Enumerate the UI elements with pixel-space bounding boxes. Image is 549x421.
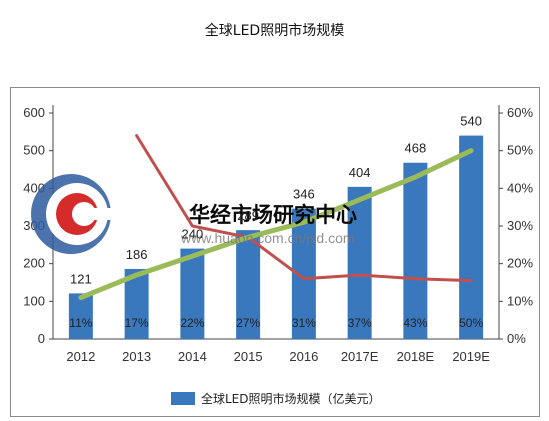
axes-group: 01002003004005006000%10%20%30%40%50%60%2… <box>23 105 533 364</box>
bar-value-label: 404 <box>349 165 371 180</box>
x-tick-label: 2016 <box>289 349 318 364</box>
y-left-tick-label: 500 <box>23 143 45 158</box>
x-tick-label: 2019E <box>452 349 490 364</box>
labels-group: 121 186 240 289 346 404 468 540 11% 17% 22% 27% 31% 3… <box>69 114 483 330</box>
x-tick-label: 2018E <box>397 349 435 364</box>
bar <box>347 186 372 339</box>
bar-value-label: 468 <box>405 141 427 156</box>
page-title: 全球LED照明市场规模 <box>204 23 345 39</box>
y-right-tick-label: 10% <box>507 293 533 308</box>
y-right-tick-label: 60% <box>507 105 533 120</box>
growth-line <box>78 148 474 301</box>
chart-svg: 01002003004005006000%10%20%30%40%50%60%2… <box>23 105 533 406</box>
y-left-tick-label: 600 <box>23 105 45 120</box>
bar-value-label: 121 <box>70 271 92 286</box>
bar-value-label: 346 <box>293 187 315 202</box>
y-left-tick-label: 0 <box>38 331 45 346</box>
bar-value-label: 240 <box>182 227 204 242</box>
x-tick-label: 2017E <box>341 349 379 364</box>
percent-label: 31% <box>292 316 316 330</box>
bar <box>236 230 261 339</box>
percent-label: 22% <box>180 316 204 330</box>
bar <box>68 293 93 339</box>
bar <box>180 248 205 339</box>
watermark-name: 华经市场研究中心 <box>189 203 357 227</box>
percent-label: 11% <box>69 316 92 330</box>
watermark-url: www.huaon.com.cn/jsd.com <box>180 230 355 246</box>
y-right-tick-label: 50% <box>507 143 533 158</box>
y-right-tick-label: 30% <box>507 218 533 233</box>
percent-label: 43% <box>403 316 427 330</box>
lines-group <box>78 134 474 301</box>
bar-value-label: 289 <box>237 208 259 223</box>
percent-label: 17% <box>125 316 149 330</box>
watermark-group: 华经市场研究中心 www.huaon.com.cn/jsd.com <box>31 174 357 254</box>
chart-frame: 01002003004005006000%10%20%30%40%50%60%2… <box>10 87 540 417</box>
bar-value-label: 186 <box>126 247 148 262</box>
bar-value-label: 540 <box>460 114 482 129</box>
legend-swatch <box>171 392 195 405</box>
y-right-tick-label: 20% <box>507 256 533 271</box>
y-right-tick-label: 0% <box>507 331 526 346</box>
x-tick-label: 2015 <box>234 349 263 364</box>
legend-group: 全球LED照明市场规模（亿美元） <box>171 391 381 406</box>
y-right-tick-label: 40% <box>507 180 533 195</box>
y-left-tick-label: 200 <box>23 256 45 271</box>
bar <box>403 162 428 339</box>
percent-label: 27% <box>236 316 260 330</box>
x-tick-label: 2012 <box>66 349 95 364</box>
logo-slot <box>85 208 119 220</box>
percent-label: 37% <box>348 316 372 330</box>
x-tick-label: 2014 <box>178 349 207 364</box>
percent-label: 50% <box>459 316 483 330</box>
share-line <box>135 134 473 283</box>
y-left-tick-label: 100 <box>23 293 45 308</box>
bar <box>459 135 484 339</box>
legend-label: 全球LED照明市场规模（亿美元） <box>201 391 381 406</box>
x-tick-label: 2013 <box>122 349 151 364</box>
